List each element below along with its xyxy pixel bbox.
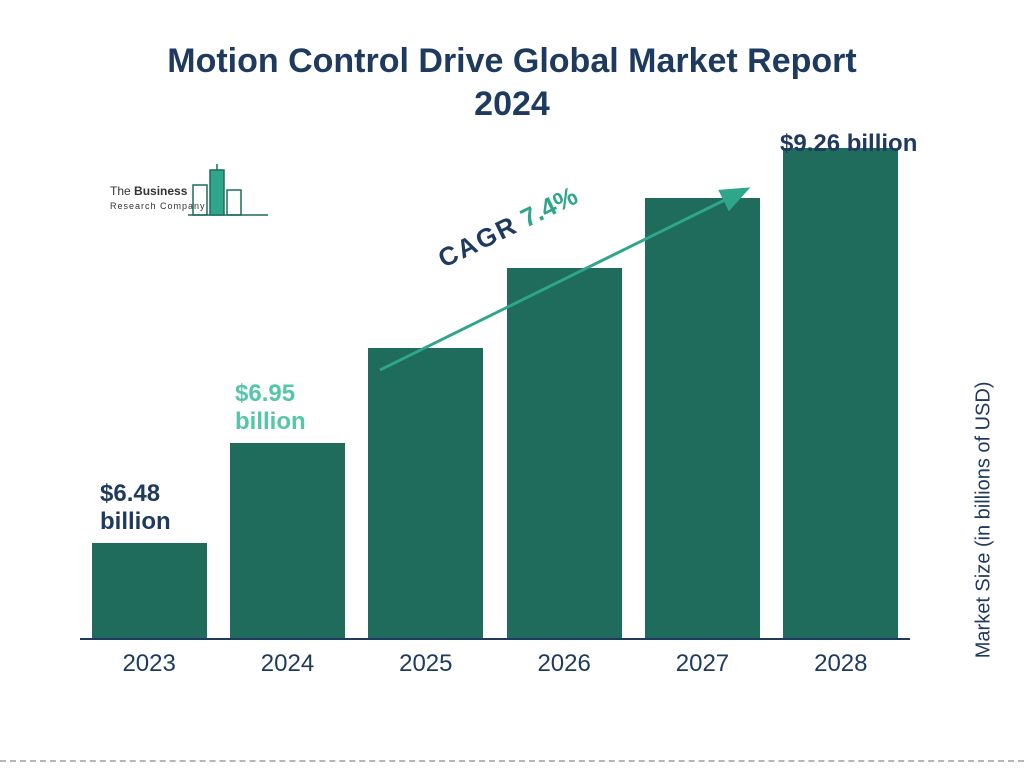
chart-title: Motion Control Drive Global Market Repor…: [0, 40, 1024, 125]
x-axis-label: 2027: [637, 644, 767, 680]
x-axis-label: 2025: [361, 644, 491, 680]
x-axis-label: 2023: [84, 644, 214, 680]
bar-group: [361, 348, 491, 638]
bar: [230, 443, 345, 638]
bar-group: [84, 543, 214, 638]
bar-group: [222, 443, 352, 638]
value-label: $6.95billion: [235, 380, 306, 435]
bar-group: [499, 268, 629, 638]
title-line2: 2024: [474, 85, 550, 123]
bar: [645, 198, 760, 638]
y-axis-label: Market Size (in billions of USD): [973, 382, 996, 659]
bar: [92, 543, 207, 638]
bar-group: [776, 148, 906, 638]
x-axis-labels: 202320242025202620272028: [80, 644, 910, 680]
bar: [507, 268, 622, 638]
x-axis-label: 2024: [222, 644, 352, 680]
value-label: $9.26 billion: [780, 130, 917, 158]
value-label: $6.48billion: [100, 480, 171, 535]
bottom-divider: [0, 760, 1024, 762]
title-line1: Motion Control Drive Global Market Repor…: [167, 42, 856, 80]
x-axis-label: 2026: [499, 644, 629, 680]
bar-group: [637, 198, 767, 638]
bar: [368, 348, 483, 638]
x-axis-label: 2028: [776, 644, 906, 680]
bar: [783, 148, 898, 638]
